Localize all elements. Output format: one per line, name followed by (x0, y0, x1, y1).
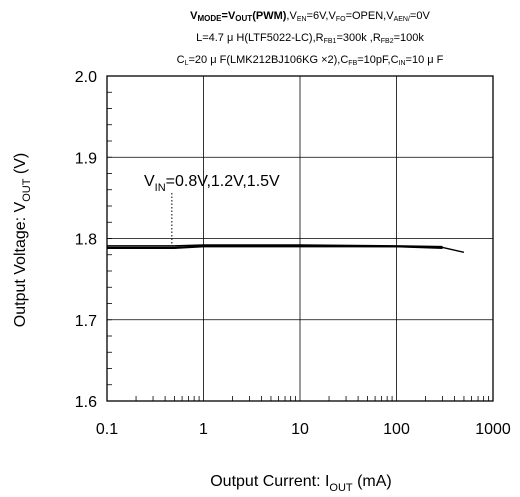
x-axis-label-sub: OUT (329, 482, 353, 494)
y-axis-label-main: Output Voltage: V (12, 201, 29, 327)
cond-sub: OUT (235, 14, 253, 23)
x-axis-label: Output Current: IOUT (mA) (210, 473, 392, 494)
cond-text: =0V (409, 10, 430, 22)
cond-text: ,V (325, 10, 336, 22)
cond-sub: MODE (197, 14, 222, 23)
cond-text: ,V (286, 10, 297, 22)
cond-text: ,R (366, 32, 381, 44)
annotation-sub: IN (155, 182, 166, 194)
annotation-label: VIN=0.8V,1.2V,1.5V (144, 173, 280, 194)
y-tick-label: 2.0 (75, 69, 97, 86)
cond-sub: AEN/ (393, 16, 410, 23)
y-axis-label-unit: (V) (12, 153, 29, 179)
cond-sub: FB1 (323, 38, 337, 45)
cond-sub: IN (398, 60, 406, 67)
cond-text: V (190, 10, 198, 22)
y-tick-label: 1.8 (75, 232, 97, 249)
cond-text: =100k (393, 32, 424, 44)
annotation-v: V (144, 173, 155, 190)
cond-text: V (227, 10, 236, 22)
y-axis-label-sub: OUT (21, 178, 33, 202)
y-tick-label: 1.6 (75, 394, 97, 411)
x-tick-label: 1000 (475, 421, 511, 438)
conditions-line-2: L=4.7 μ H(LTF5022-LC),RFB1=300k ,RFB2=10… (100, 31, 520, 49)
cond-sub: EN (296, 16, 307, 23)
x-tick-label: 10 (291, 421, 309, 438)
cond-sub: FB (348, 60, 358, 67)
cond-text: C (176, 54, 185, 66)
x-axis-label-unit: (mA) (353, 473, 392, 490)
cond-text: ,V (383, 10, 394, 22)
cond-sub: FB2 (380, 38, 394, 45)
cond-text: =300k (336, 32, 367, 44)
series-line-3 (107, 244, 443, 248)
series-line-2 (107, 245, 465, 253)
y-axis-label: Output Voltage: VOUT (V) (12, 153, 33, 327)
cond-text: = (221, 10, 228, 22)
cond-text: L=4.7 μ H(LTF5022-LC),R (196, 32, 324, 44)
cond-text: =20 μ F(LMK212BJ106KG ×2),C (188, 54, 349, 66)
x-tick-label: 0.1 (96, 421, 118, 438)
y-tick-label: 1.9 (75, 150, 97, 167)
cond-text: =6V (306, 10, 326, 22)
x-tick-label: 1 (199, 421, 208, 438)
cond-text: (PWM) (252, 10, 287, 22)
conditions-line-1: VMODE=VOUT(PWM),VEN=6V,VFO=OPEN,VAEN/=0V (100, 9, 520, 27)
cond-sub: L (184, 60, 189, 67)
annotation-values: =0.8V,1.2V,1.5V (166, 173, 280, 190)
conditions-line-3: CL=20 μ F(LMK212BJ106KG ×2),CFB=10pF,CIN… (100, 53, 520, 71)
y-tick-label: 1.7 (75, 313, 97, 330)
cond-text: =OPEN (345, 10, 384, 22)
cond-text: =10pF,C (357, 54, 399, 66)
x-tick-label: 100 (383, 421, 410, 438)
cond-sub: FO (335, 16, 346, 23)
cond-text: =10 μ F (405, 54, 444, 66)
x-axis-label-main: Output Current: I (210, 473, 329, 490)
